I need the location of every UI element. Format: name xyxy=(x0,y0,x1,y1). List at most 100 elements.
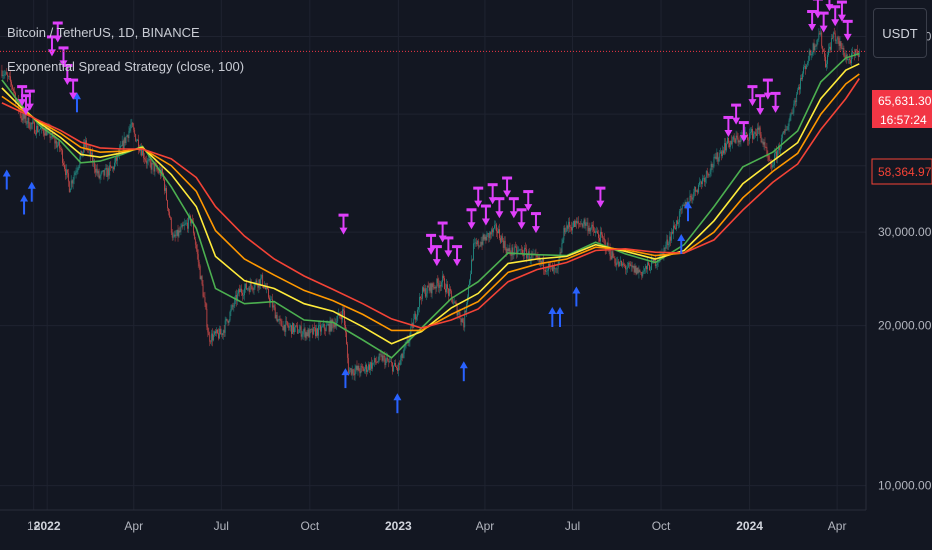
sell-marker-bar xyxy=(46,35,57,39)
candle-body xyxy=(63,162,64,166)
candle-body xyxy=(413,319,415,329)
candle-body xyxy=(296,325,298,334)
symbol-title[interactable]: Bitcoin / TetherUS, 1D, BINANCE xyxy=(7,25,200,40)
candle-body xyxy=(773,165,775,166)
candle-body xyxy=(587,222,589,232)
candle-body xyxy=(435,287,437,289)
candle-body xyxy=(627,262,629,268)
candle-body xyxy=(475,242,477,245)
candle-body xyxy=(428,287,430,291)
candle-body xyxy=(94,168,96,173)
sell-signal-arrow xyxy=(738,121,749,143)
currency-button[interactable]: USDT xyxy=(873,8,927,58)
candle-body xyxy=(406,339,408,343)
candle-body xyxy=(448,288,450,296)
candle-body xyxy=(829,46,831,50)
candle-body xyxy=(439,285,441,288)
candle-body xyxy=(370,362,371,371)
candle-body xyxy=(808,50,810,61)
candle-body xyxy=(165,188,166,191)
candle-body xyxy=(194,239,196,245)
sell-arrow-head xyxy=(53,35,62,43)
sell-marker-bar xyxy=(473,186,484,190)
sell-marker-bar xyxy=(431,245,442,249)
candle-body xyxy=(593,226,595,231)
candle-body xyxy=(133,126,135,130)
candle-body xyxy=(290,325,291,327)
candle-body xyxy=(21,118,23,121)
candle-body xyxy=(667,239,669,246)
candle-body xyxy=(359,371,361,374)
candle-body xyxy=(681,205,683,210)
candle-body xyxy=(509,248,511,254)
candle-body xyxy=(648,262,649,266)
candle-body xyxy=(295,325,297,327)
candle-body xyxy=(32,121,34,125)
candle-body xyxy=(844,56,846,58)
candle-body xyxy=(603,238,605,241)
candle-body xyxy=(23,113,25,119)
candle-body xyxy=(537,256,539,260)
candle-body xyxy=(202,284,204,297)
sell-arrow-head xyxy=(748,99,757,107)
sell-signal-arrow xyxy=(747,85,758,107)
candle-body xyxy=(644,268,646,272)
candle-body xyxy=(4,73,6,75)
indicator-title[interactable]: Exponential Spread Strategy (close, 100) xyxy=(7,59,245,74)
candle-body xyxy=(128,130,130,139)
candle-body xyxy=(578,223,580,224)
candle-body xyxy=(328,323,330,332)
candle-body xyxy=(387,357,389,362)
sell-signal-arrow xyxy=(842,19,853,41)
sell-arrow-head xyxy=(808,24,817,32)
candle-body xyxy=(506,248,508,254)
candle-body xyxy=(445,289,446,293)
candle-body xyxy=(122,141,124,149)
price-axis[interactable] xyxy=(866,0,932,510)
x-tick-label: Jul xyxy=(214,519,229,533)
candle-body xyxy=(240,288,241,293)
candle-body xyxy=(835,39,837,41)
candle-body xyxy=(311,328,313,330)
candle-body xyxy=(372,362,374,364)
sell-signal-arrow xyxy=(723,115,734,137)
candle-body xyxy=(833,32,835,34)
candle-body xyxy=(207,327,209,333)
candle-body xyxy=(594,230,596,233)
candle-body xyxy=(562,239,564,243)
sell-arrow-head xyxy=(69,92,78,100)
candle-body xyxy=(604,240,606,250)
candle-body xyxy=(130,124,132,129)
candle-body xyxy=(582,224,584,227)
candle-body xyxy=(623,263,624,265)
candle-body xyxy=(29,127,31,129)
candle-body xyxy=(832,32,834,39)
candle-body xyxy=(734,139,736,143)
candle-body xyxy=(845,54,847,58)
candle-body xyxy=(321,326,323,328)
candle-body xyxy=(324,329,326,331)
candle-body xyxy=(679,208,681,212)
candle-body xyxy=(105,167,107,170)
candle-body xyxy=(480,241,482,247)
candle-body xyxy=(437,278,439,283)
candle-body xyxy=(195,244,197,250)
candle-body xyxy=(268,288,269,298)
sell-marker-bar xyxy=(530,212,541,216)
candle-body xyxy=(309,329,311,338)
candle-body xyxy=(466,304,468,313)
candle-body xyxy=(423,288,425,292)
candle-body xyxy=(638,270,640,273)
candle-body xyxy=(788,120,790,127)
candle-body xyxy=(481,241,483,245)
candle-body xyxy=(658,260,660,262)
candle-body xyxy=(40,127,41,130)
candle-body xyxy=(751,128,752,133)
candle-body xyxy=(314,327,316,328)
candle-body xyxy=(530,253,532,260)
candle-body xyxy=(307,329,309,337)
candle-body xyxy=(281,321,283,327)
sell-arrow-head xyxy=(837,14,846,22)
candle-body xyxy=(464,310,466,328)
